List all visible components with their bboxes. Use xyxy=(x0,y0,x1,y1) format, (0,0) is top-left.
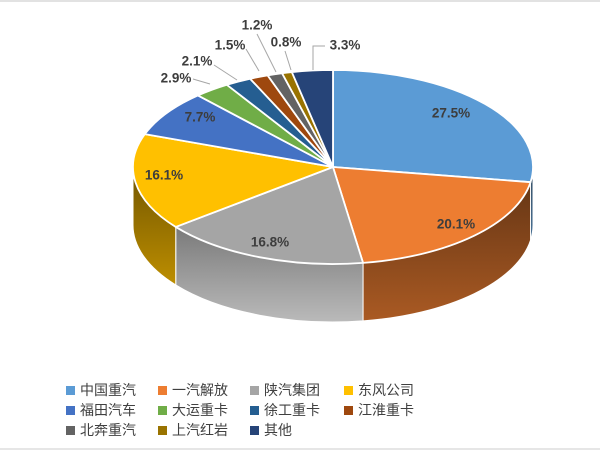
legend-item: 福田汽车 xyxy=(66,400,136,420)
legend-label: 福田汽车 xyxy=(80,402,136,418)
slice-label: 16.8% xyxy=(251,235,289,250)
legend-swatch xyxy=(344,405,353,415)
legend-label: 其他 xyxy=(264,422,292,438)
slice-label: 16.1% xyxy=(145,168,183,183)
leader-line xyxy=(312,45,325,70)
legend-swatch xyxy=(250,405,259,415)
legend-swatch xyxy=(66,385,75,395)
frame-border-bottom xyxy=(0,448,600,450)
pie-slice xyxy=(132,133,334,228)
legend-swatch xyxy=(158,385,167,395)
slice-label: 0.8% xyxy=(271,35,302,50)
legend-label: 徐工重卡 xyxy=(264,402,320,418)
legend-swatch xyxy=(250,425,259,435)
legend-swatch xyxy=(66,425,75,435)
leader-line xyxy=(192,78,211,85)
legend-item: 一汽解放 xyxy=(158,380,228,400)
pie-slice xyxy=(332,166,532,264)
legend-swatch xyxy=(66,405,75,415)
legend-label: 大运重卡 xyxy=(172,402,228,418)
leader-line xyxy=(245,48,260,72)
slice-label: 1.5% xyxy=(215,38,246,53)
legend-item: 上汽红岩 xyxy=(158,420,228,440)
leader-line xyxy=(284,50,292,71)
slice-label: 1.2% xyxy=(242,18,273,33)
pie-slice xyxy=(332,69,534,184)
legend-label: 上汽红岩 xyxy=(172,422,228,438)
legend-item: 陕汽集团 xyxy=(250,380,320,400)
legend-label: 北奔重汽 xyxy=(80,422,136,438)
legend-item: 江淮重卡 xyxy=(344,400,414,420)
leader-line xyxy=(256,33,277,73)
slice-label: 2.9% xyxy=(161,71,192,86)
legend-item: 徐工重卡 xyxy=(250,400,320,420)
slice-label: 7.7% xyxy=(185,110,216,125)
legend-item: 北奔重汽 xyxy=(66,420,136,440)
legend-swatch xyxy=(158,405,167,415)
slice-label: 20.1% xyxy=(437,217,475,232)
leader-line xyxy=(213,64,238,81)
pie-slice xyxy=(174,166,364,265)
slice-label: 3.3% xyxy=(330,38,361,53)
legend-item: 其他 xyxy=(250,420,292,440)
frame-border-top xyxy=(0,0,600,2)
pie-slice xyxy=(290,69,334,168)
pie-slice xyxy=(143,94,334,168)
legend-swatch xyxy=(250,385,259,395)
legend-label: 一汽解放 xyxy=(172,382,228,398)
legend-label: 中国重汽 xyxy=(80,382,136,398)
legend-label: 陕汽集团 xyxy=(264,382,320,398)
legend-item: 大运重卡 xyxy=(158,400,228,420)
slice-label: 27.5% xyxy=(432,106,470,121)
legend-label: 江淮重卡 xyxy=(358,402,414,418)
slice-label: 2.1% xyxy=(182,54,213,69)
chart-legend: 中国重汽 一汽解放 陕汽集团 东风公司福田汽车 大运重卡 徐工重卡 江淮重卡北奔重汽 上汽红岩… xyxy=(0,0,600,438)
legend-item: 中国重汽 xyxy=(66,380,136,400)
legend-label: 东风公司 xyxy=(358,382,414,398)
legend-swatch xyxy=(158,425,167,435)
legend-item: 东风公司 xyxy=(344,380,414,400)
legend-swatch xyxy=(344,385,353,395)
